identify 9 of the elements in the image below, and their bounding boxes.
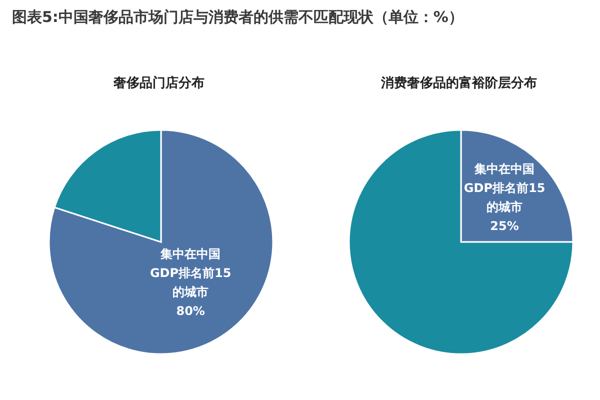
slice-label: 集中在中国GDP排名前15的城市 (462, 161, 546, 216)
pie-slice (48, 129, 274, 355)
slice-label: 集中在中国GDP排名前15的城市 (148, 246, 232, 301)
data-label: 25% (489, 218, 520, 236)
pie-slice (348, 129, 574, 355)
chart-title: 图表5:中国奢侈品市场门店与消费者的供需不匹配现状（单位：%） (12, 8, 464, 27)
chart-subtitle: 消费奢侈品的富裕阶层分布 (380, 74, 538, 92)
data-label: 80% (175, 302, 206, 320)
chart-subtitle: 奢侈品门店分布 (112, 74, 206, 92)
